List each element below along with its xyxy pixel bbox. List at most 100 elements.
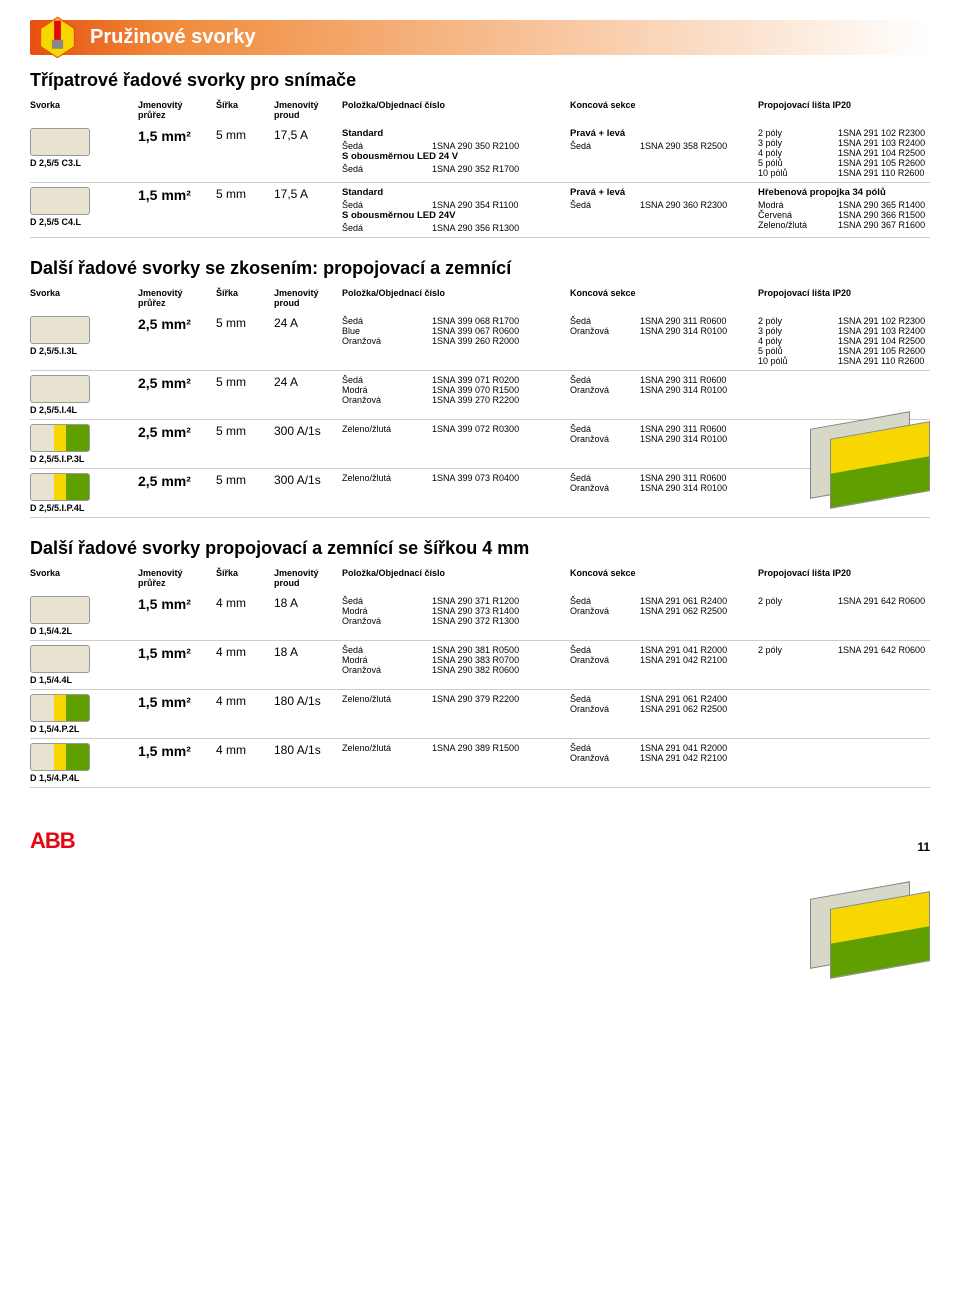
spec-pair: Blue1SNA 399 067 R0600 [342, 326, 562, 336]
svorka-cell: D 1,5/4.P.4L [30, 743, 130, 783]
koncova-cell: Šedá1SNA 290 311 R0600Oranžová1SNA 290 3… [570, 473, 750, 493]
spec-value: 1SNA 291 105 R2600 [838, 158, 930, 168]
proud-cell: 24 A [274, 316, 334, 330]
spec-pair: Šedá1SNA 290 311 R0600 [570, 424, 750, 434]
koncova-cell: Šedá1SNA 291 061 R2400Oranžová1SNA 291 0… [570, 596, 750, 616]
spec-pair: Oranžová1SNA 291 062 R2500 [570, 704, 750, 714]
spec-pair: Šedá1SNA 290 354 R1100 [342, 200, 562, 210]
spec-pair: Šedá1SNA 290 352 R1700 [342, 164, 562, 174]
proud-cell: 300 A/1s [274, 424, 334, 438]
koncova-cell: Šedá1SNA 291 041 R2000Oranžová1SNA 291 0… [570, 645, 750, 665]
spec-value: 1SNA 290 358 R2500 [640, 141, 750, 151]
col-header-polozka: Položka/Objednací číslo [342, 100, 562, 110]
col-header-sirka: Šířka [216, 288, 266, 298]
table-row: D 1,5/4.P.2L 1,5 mm² 4 mm 180 A/1s Zelen… [30, 690, 930, 739]
spec-key: Šedá [570, 424, 640, 434]
spec-key: Zeleno/žlutá [758, 220, 838, 230]
spec-value: 1SNA 290 352 R1700 [432, 164, 562, 174]
sirka-cell: 5 mm [216, 375, 266, 389]
spec-key: Šedá [342, 375, 432, 385]
spec-key: Šedá [570, 141, 640, 151]
spec-key: 5 pólů [758, 346, 838, 356]
polozka-cell: Zeleno/žlutá1SNA 290 389 R1500 [342, 743, 562, 753]
spec-value: 1SNA 291 103 R2400 [838, 138, 930, 148]
spec-pair: Šedá1SNA 399 071 R0200 [342, 375, 562, 385]
spec-value: 1SNA 291 110 R2600 [838, 356, 930, 366]
spec-key: Šedá [570, 694, 640, 704]
spec-pair: Modrá1SNA 399 070 R1500 [342, 385, 562, 395]
prurez-cell: 1,5 mm² [138, 743, 208, 759]
spec-pair: Oranžová1SNA 290 372 R1300 [342, 616, 562, 626]
spec-value: 1SNA 290 311 R0600 [640, 473, 750, 483]
spec-value: 1SNA 290 311 R0600 [640, 424, 750, 434]
svorka-label: D 2,5/5.I.3L [30, 346, 130, 356]
spec-value: 1SNA 290 379 R2200 [432, 694, 562, 704]
spec-pair: Šedá1SNA 290 311 R0600 [570, 316, 750, 326]
spec-key: 3 póly [758, 138, 838, 148]
col-header-prurez: Jmenovitý průřez [138, 288, 208, 308]
spec-pair: 4 póly1SNA 291 104 R2500 [758, 336, 930, 346]
spec-value: 1SNA 290 314 R0100 [640, 326, 750, 336]
page-header: Pružinové svorky [30, 20, 930, 55]
section-2: Další řadové svorky se zkosením: propojo… [30, 258, 930, 518]
sirka-cell: 5 mm [216, 316, 266, 330]
svorka-label: D 1,5/4.P.4L [30, 773, 130, 783]
polozka-cell: StandardŠedá1SNA 290 354 R1100S obousměr… [342, 187, 562, 233]
spec-key: Oranžová [342, 616, 432, 626]
spec-value: 1SNA 399 070 R1500 [432, 385, 562, 395]
spec-value: 1SNA 290 389 R1500 [432, 743, 562, 753]
spec-value: 1SNA 399 073 R0400 [432, 473, 562, 483]
col-header-koncova: Koncová sekce [570, 568, 750, 578]
svorka-cell: D 2,5/5.I.3L [30, 316, 130, 356]
propoj-cell: 2 póly1SNA 291 102 R23003 póly1SNA 291 1… [758, 128, 930, 178]
svorka-cell: D 2,5/5.I.P.3L [30, 424, 130, 464]
spec-pair: 10 pólů1SNA 291 110 R2600 [758, 168, 930, 178]
svorka-thumbnail [30, 424, 90, 452]
spec-key: Zeleno/žlutá [342, 743, 432, 753]
col-header-propoj: Propojovací lišta IP20 [758, 568, 930, 578]
svorka-cell: D 2,5/5.I.4L [30, 375, 130, 415]
spec-pair: Šedá1SNA 290 311 R0600 [570, 375, 750, 385]
proud-cell: 180 A/1s [274, 694, 334, 708]
col-header-proud: Jmenovitý proud [274, 100, 334, 120]
koncova-cell: Pravá + leváŠedá1SNA 290 360 R2300 [570, 187, 750, 210]
spec-pair: Modrá1SNA 290 383 R0700 [342, 655, 562, 665]
svorka-label: D 1,5/4.P.2L [30, 724, 130, 734]
polozka-cell: StandardŠedá1SNA 290 350 R2100S obousměr… [342, 128, 562, 174]
spec-value: 1SNA 399 260 R2000 [432, 336, 562, 346]
spec-value: 1SNA 291 104 R2500 [838, 336, 930, 346]
sublabel: S obousměrnou LED 24V [342, 210, 562, 221]
page-number: 11 [917, 840, 930, 854]
prurez-cell: 1,5 mm² [138, 187, 208, 203]
koncova-cell: Šedá1SNA 291 061 R2400Oranžová1SNA 291 0… [570, 694, 750, 714]
svorka-thumbnail [30, 645, 90, 673]
spec-key: 2 póly [758, 596, 838, 606]
svorka-thumbnail [30, 375, 90, 403]
spec-key: Modrá [342, 655, 432, 665]
table-header-row: Svorka Jmenovitý průřez Šířka Jmenovitý … [30, 96, 930, 124]
spec-pair: Oranžová1SNA 290 314 R0100 [570, 434, 750, 444]
spec-key: Oranžová [342, 395, 432, 405]
col-header-proud: Jmenovitý proud [274, 288, 334, 308]
svorka-label: D 2,5/5.I.P.3L [30, 454, 130, 464]
spec-pair: Zeleno/žlutá1SNA 290 367 R1600 [758, 220, 930, 230]
spec-key: Modrá [342, 385, 432, 395]
spec-value: 1SNA 291 062 R2500 [640, 704, 750, 714]
spec-pair: Šedá1SNA 290 356 R1300 [342, 223, 562, 233]
spec-key: Šedá [570, 743, 640, 753]
spec-key: 10 pólů [758, 168, 838, 178]
spec-value: 1SNA 291 062 R2500 [640, 606, 750, 616]
spec-key: 4 póly [758, 148, 838, 158]
spec-key: Zeleno/žlutá [342, 424, 432, 434]
spec-value: 1SNA 290 366 R1500 [838, 210, 930, 220]
spec-key: Oranžová [570, 606, 640, 616]
spec-pair: Zeleno/žlutá1SNA 399 072 R0300 [342, 424, 562, 434]
spec-pair: Šedá1SNA 290 371 R1200 [342, 596, 562, 606]
table-row: D 1,5/4.4L 1,5 mm² 4 mm 18 A Šedá1SNA 29… [30, 641, 930, 690]
spec-value: 1SNA 290 354 R1100 [432, 200, 562, 210]
spec-key: Šedá [342, 596, 432, 606]
propoj-cell: Hřebenová propojka 34 pólůModrá1SNA 290 … [758, 187, 930, 230]
spec-value: 1SNA 291 061 R2400 [640, 596, 750, 606]
abb-logo: ABB [30, 828, 75, 854]
proud-cell: 180 A/1s [274, 743, 334, 757]
